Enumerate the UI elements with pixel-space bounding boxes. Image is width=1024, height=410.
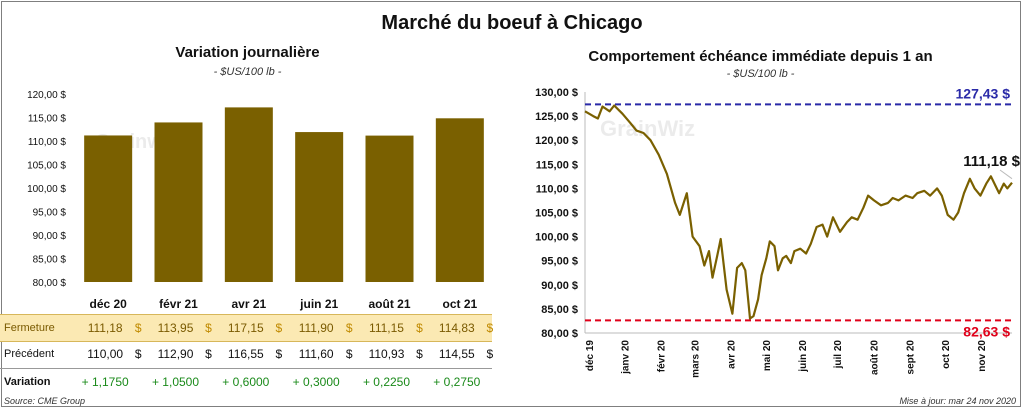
table-cell: 114,55 <box>438 347 475 361</box>
page-title: Marché du boeuf à Chicago <box>381 12 643 34</box>
row-fermeture: Fermeture 111,18 $113,95 $117,15 $111,90 $11… <box>0 314 493 342</box>
left-unit: - $US/100 lb - <box>213 66 282 78</box>
bar <box>365 135 414 282</box>
source-note: Source: CME Group <box>4 396 86 406</box>
y-tick-label: 80,00 $ <box>33 278 67 289</box>
y-tick-label: 120,00 $ <box>27 90 66 101</box>
currency-symbol: $ <box>345 347 353 361</box>
currency-symbol: $ <box>134 321 142 335</box>
currency-symbol: $ <box>416 321 423 335</box>
currency-symbol: $ <box>205 321 212 335</box>
currency-symbol: $ <box>345 321 353 335</box>
table-cell: 113,95 <box>157 321 194 335</box>
daily-bar-chart: Grainwiz 80,00 $85,00 $90,00 $95,00 $100… <box>27 90 484 311</box>
table-cell: + 0,2250 <box>362 375 411 389</box>
row-precedent: Précédent 110,00 $112,90 $116,55 $111,60 $11… <box>0 341 493 367</box>
x-tick-label: févr 21 <box>159 297 198 311</box>
table-cell: 117,15 <box>227 321 264 335</box>
y-tick-label: 90,00 $ <box>33 231 67 242</box>
bar <box>295 132 344 282</box>
table-cell: + 0,3000 <box>292 375 340 389</box>
table-cell: 116,55 <box>227 347 264 361</box>
precedent-label: Précédent <box>4 348 55 360</box>
currency-symbol: $ <box>275 321 283 335</box>
currency-symbol: $ <box>275 347 283 361</box>
left-subtitle: Variation journalière <box>175 44 320 61</box>
table-cell: 112,90 <box>157 347 194 361</box>
updated-note: Mise à jour: mar 24 nov 2020 <box>899 396 1016 406</box>
x-tick-label: déc 20 <box>89 297 127 311</box>
table-cell: 110,93 <box>368 347 405 361</box>
y-tick-label: 100,00 $ <box>27 184 66 195</box>
currency-symbol: $ <box>486 347 494 361</box>
x-tick-label: juin 21 <box>299 297 338 311</box>
currency-symbol: $ <box>134 347 142 361</box>
table-cell: 114,83 <box>438 321 475 335</box>
table-cell: + 1,0500 <box>151 375 200 389</box>
y-tick-label: 110,00 $ <box>28 137 67 148</box>
y-tick-label: 95,00 $ <box>33 208 67 219</box>
table-cell: + 0,6000 <box>222 375 270 389</box>
table-cell: 110,00 <box>87 347 124 361</box>
y-tick-label: 115,00 $ <box>28 114 67 125</box>
x-tick-label: août 21 <box>368 297 410 311</box>
table-cell: 111,60 <box>298 347 334 361</box>
currency-symbol: $ <box>486 321 494 335</box>
bar <box>224 107 273 283</box>
y-tick-label: 105,00 $ <box>27 161 66 172</box>
table-cell: 111,18 <box>87 321 123 335</box>
fermeture-label: Fermeture <box>4 322 55 334</box>
table-cell: 111,15 <box>369 321 404 335</box>
currency-symbol: $ <box>205 347 212 361</box>
variation-label: Variation <box>4 376 51 388</box>
table-cell: + 1,1750 <box>81 375 129 389</box>
x-tick-label: oct 21 <box>442 297 477 311</box>
row-variation: Variation + 1,1750 + 1,0500 + 0,6000 + 0,30… <box>0 368 492 395</box>
right-unit: - $US/100 lb - <box>726 68 795 80</box>
currency-symbol: $ <box>416 347 423 361</box>
bar <box>435 118 484 282</box>
right-subtitle: Comportement échéance immédiate depuis 1… <box>588 48 933 65</box>
bar <box>154 122 203 282</box>
x-tick-label: avr 21 <box>231 297 266 311</box>
table-cell: + 0,2750 <box>433 375 481 389</box>
table-cell: 111,90 <box>298 321 334 335</box>
y-tick-label: 85,00 $ <box>33 255 67 266</box>
bar <box>84 135 133 282</box>
